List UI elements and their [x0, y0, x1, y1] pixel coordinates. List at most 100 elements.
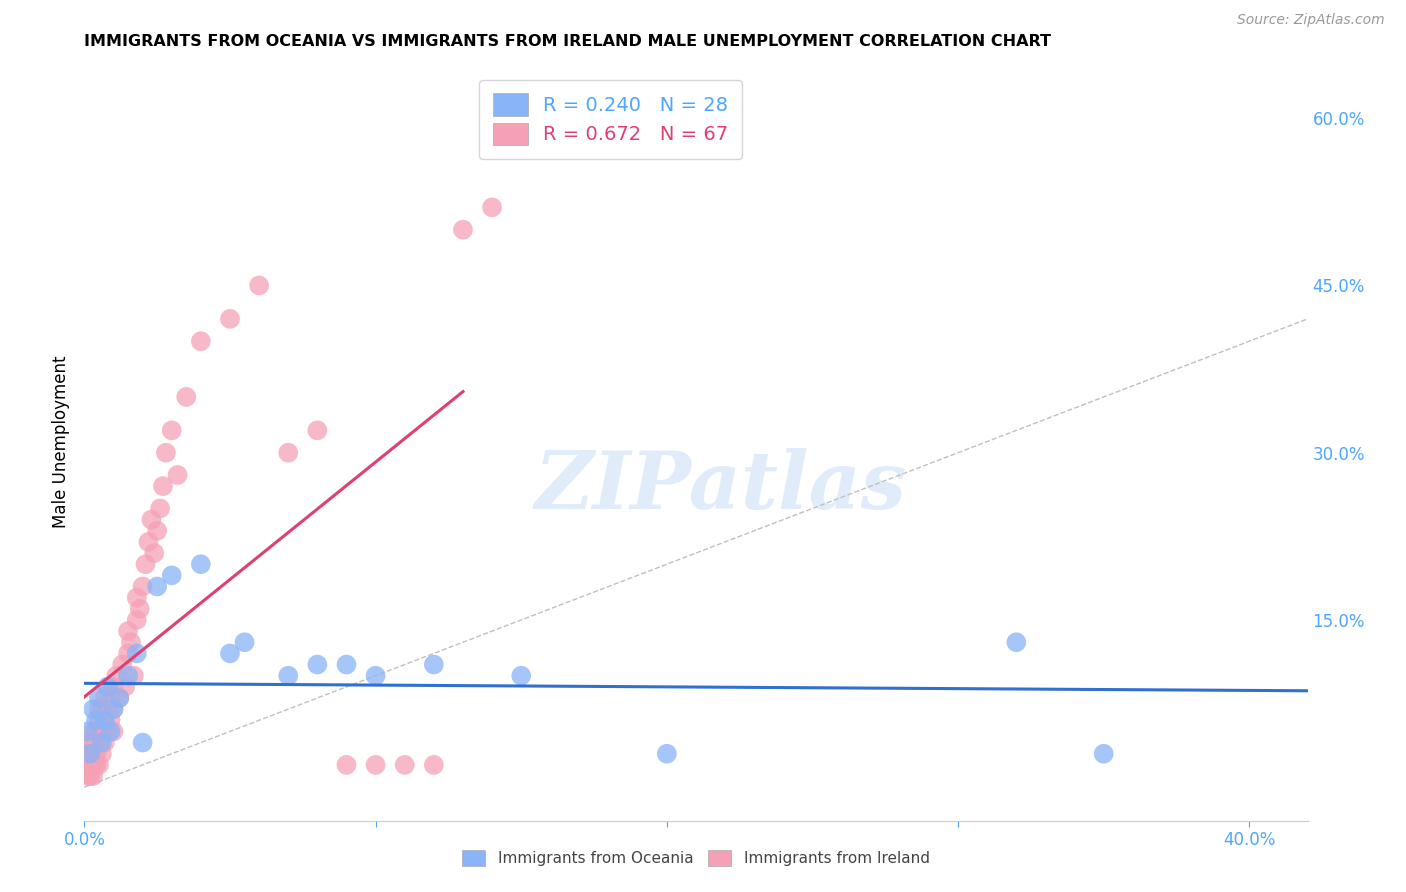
Point: [82, 702, 104, 716]
Point: [103, 680, 125, 694]
Point: [247, 278, 270, 293]
Point: [79, 735, 101, 749]
Point: [149, 501, 172, 516]
Point: [219, 312, 242, 326]
Point: [122, 669, 145, 683]
Point: [190, 334, 212, 349]
Point: [82, 735, 104, 749]
Point: [79, 769, 101, 783]
Point: [125, 591, 148, 605]
Point: [82, 769, 104, 783]
Point: [90, 735, 112, 749]
Point: [103, 702, 125, 716]
Point: [79, 758, 101, 772]
Point: [97, 680, 120, 694]
Point: [100, 724, 122, 739]
Point: [93, 714, 115, 728]
Point: [84, 758, 107, 772]
Point: [108, 690, 131, 705]
Point: [190, 557, 212, 572]
Point: [97, 702, 120, 716]
Text: ZIPatlas: ZIPatlas: [534, 449, 907, 525]
Point: [114, 680, 136, 694]
Point: [160, 424, 183, 438]
Point: [82, 758, 104, 772]
Point: [117, 646, 139, 660]
Point: [87, 735, 110, 749]
Point: [87, 690, 110, 705]
Point: [138, 534, 160, 549]
Point: [141, 512, 163, 526]
Point: [93, 690, 115, 705]
Point: [105, 669, 128, 683]
Point: [93, 714, 115, 728]
Point: [93, 735, 115, 749]
Point: [82, 747, 104, 761]
Point: [152, 479, 174, 493]
Point: [117, 624, 139, 639]
Point: [451, 223, 474, 237]
Point: [90, 747, 112, 761]
Point: [510, 669, 533, 683]
Point: [364, 758, 387, 772]
Point: [97, 680, 120, 694]
Point: [335, 758, 357, 772]
Point: [174, 390, 197, 404]
Point: [108, 690, 131, 705]
Point: [84, 724, 107, 739]
Point: [100, 714, 122, 728]
Point: [120, 635, 142, 649]
Point: [166, 467, 188, 482]
Point: [335, 657, 357, 672]
Point: [103, 702, 125, 716]
Point: [423, 657, 446, 672]
Point: [100, 690, 122, 705]
Point: [111, 657, 134, 672]
Point: [1005, 635, 1028, 649]
Point: [307, 657, 329, 672]
Point: [143, 546, 166, 560]
Point: [82, 724, 104, 739]
Point: [135, 557, 157, 572]
Point: [103, 724, 125, 739]
Point: [146, 580, 169, 594]
Point: [87, 758, 110, 772]
Point: [76, 758, 98, 772]
Point: [481, 201, 503, 215]
Point: [277, 669, 299, 683]
Point: [155, 446, 177, 460]
Point: [131, 580, 153, 594]
Point: [364, 669, 387, 683]
Point: [90, 702, 112, 716]
Point: [146, 524, 169, 538]
Text: IMMIGRANTS FROM OCEANIA VS IMMIGRANTS FROM IRELAND MALE UNEMPLOYMENT CORRELATION: IMMIGRANTS FROM OCEANIA VS IMMIGRANTS FR…: [84, 34, 1052, 49]
Point: [84, 714, 107, 728]
Point: [87, 714, 110, 728]
Text: Source: ZipAtlas.com: Source: ZipAtlas.com: [1237, 13, 1385, 28]
Point: [1092, 747, 1115, 761]
Point: [125, 646, 148, 660]
Point: [423, 758, 446, 772]
Point: [117, 669, 139, 683]
Point: [394, 758, 416, 772]
Point: [219, 646, 242, 660]
Point: [79, 747, 101, 761]
Point: [160, 568, 183, 582]
Point: [125, 613, 148, 627]
Point: [128, 602, 150, 616]
Point: [307, 424, 329, 438]
Point: [277, 446, 299, 460]
Point: [79, 747, 101, 761]
Point: [76, 724, 98, 739]
Point: [97, 724, 120, 739]
Point: [87, 702, 110, 716]
Y-axis label: Male Unemployment: Male Unemployment: [52, 355, 70, 528]
Point: [90, 724, 112, 739]
Point: [84, 747, 107, 761]
Legend: Immigrants from Oceania, Immigrants from Ireland: Immigrants from Oceania, Immigrants from…: [454, 842, 938, 873]
Point: [76, 769, 98, 783]
Point: [233, 635, 256, 649]
Point: [76, 747, 98, 761]
Point: [655, 747, 678, 761]
Point: [131, 735, 153, 749]
